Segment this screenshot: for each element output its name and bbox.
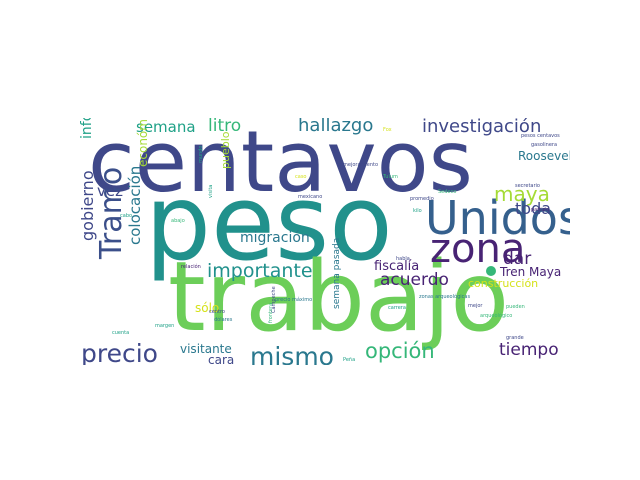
word-zonas-arqueologicas: zonas arqueológicas	[419, 294, 471, 300]
word-dolares: dólares	[214, 317, 233, 323]
word-vez: vez	[97, 182, 123, 200]
word-investigacion: investigación	[422, 118, 542, 137]
word-kilo: kilo	[413, 208, 422, 214]
word-secretario: secretario	[515, 183, 540, 189]
word-mejoramiento: mejoramiento	[343, 162, 379, 168]
word-grande: grande	[506, 335, 524, 341]
word-frontera: frontera	[268, 302, 274, 323]
word-migracion: migración	[240, 230, 310, 246]
word-peso: peso	[145, 162, 393, 284]
word-roosevelt: Roosevelt	[518, 149, 570, 163]
word-acuerdo: acuerdo	[380, 270, 449, 290]
word-margen: margen	[155, 323, 175, 329]
word-partido: partido	[531, 207, 549, 213]
word-pueblo: pueblo	[219, 131, 232, 170]
word-litro: litro	[208, 118, 242, 136]
word-pueden: pueden	[506, 304, 525, 310]
word-mejor: mejor	[468, 303, 483, 309]
word-promedio: promedio	[410, 196, 434, 202]
word-cloud: centavos peso trabajo Unidos zona Tramo precio…	[75, 118, 570, 365]
word-solo: sólo	[195, 301, 220, 315]
word-abajo: abajo	[171, 218, 185, 224]
word-toda: toda	[515, 199, 552, 218]
word-construccion: construcción	[468, 277, 539, 290]
word-mexicano: mexicano	[298, 194, 323, 200]
word-colocacion: colocación	[126, 165, 144, 245]
word-visitante: visitante	[180, 342, 232, 356]
word-mundo: mundo	[198, 145, 204, 163]
word-caso: caso	[295, 174, 307, 180]
word-precio-maximo: precio máximo	[275, 297, 313, 303]
word-unidos: Unidos	[425, 191, 570, 245]
word-semana-pasada: semana pasada	[332, 237, 342, 309]
word-maya: maya	[494, 182, 550, 206]
word-gasolinera: gasolinera	[531, 142, 558, 148]
word-centro: centro	[209, 309, 225, 315]
word-opcion: opción	[365, 339, 435, 363]
word-pesos-centavos: pesos centavos	[521, 133, 560, 139]
word-economica: económica	[136, 118, 150, 167]
word-carrera: carrera	[388, 305, 406, 311]
word-fiscalia: fiscalía	[374, 259, 420, 274]
word-dar: dar	[503, 249, 532, 269]
word-relacion: relación	[181, 264, 201, 270]
word-trabajo: trabajo	[168, 241, 510, 353]
word-tiempo: tiempo	[499, 340, 559, 360]
word-cabo: cabo	[120, 213, 133, 219]
word-centavos: centavos	[88, 118, 473, 212]
word-mismo: mismo	[250, 342, 334, 365]
word-cara: cara	[208, 353, 235, 365]
word-zona: zona	[430, 226, 526, 272]
word-semana: semana	[136, 118, 196, 136]
word-hallazgo: hallazgo	[298, 118, 374, 136]
word-precio: precio	[81, 339, 158, 365]
word-sedeco: Sedeco	[438, 189, 457, 195]
word-cuenta: cuenta	[112, 330, 130, 336]
word-habla: habla	[396, 256, 410, 262]
word-tulum: Tulum	[383, 174, 398, 180]
word-gobierno: gobierno	[78, 170, 97, 241]
word-informacion: información	[79, 118, 95, 139]
word-fox: Fox	[383, 127, 392, 133]
dot-mark	[486, 266, 496, 276]
word-pena: Peña	[343, 357, 356, 363]
word-importante: importante	[207, 260, 313, 282]
word-tren-maya: Tren Maya	[500, 265, 562, 279]
word-visita: visita	[208, 184, 214, 198]
word-arqueologico: arqueológico	[480, 313, 513, 319]
